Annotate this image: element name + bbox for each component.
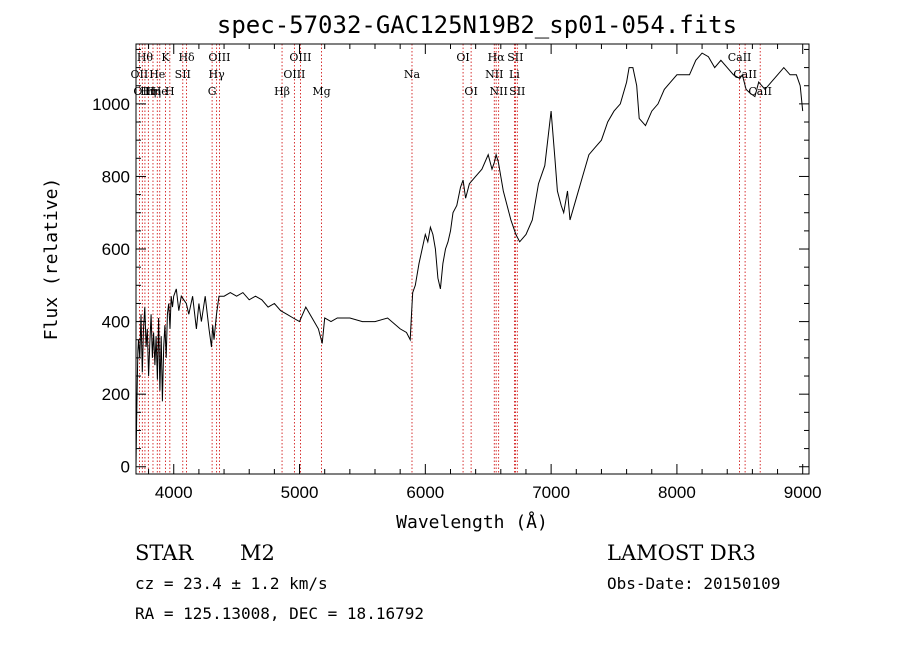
spectral-line-label: SII — [509, 85, 525, 98]
y-axis-label: Flux (relative) — [41, 178, 62, 341]
x-axis-label: Wavelength (Å) — [396, 511, 548, 533]
spectral-line-label: Hη — [140, 85, 156, 98]
spectral-line-label: Hθ — [137, 51, 154, 64]
x-tick-label: 6000 — [406, 483, 444, 502]
x-tick-label: 8000 — [658, 483, 696, 502]
spectral-line-label: OII — [133, 85, 151, 98]
spectral-line-label: Hγ — [209, 68, 226, 81]
spectral-line-label: OIII — [289, 51, 311, 64]
y-tick-label: 800 — [102, 167, 130, 186]
chart-title: spec-57032-GAC125N19B2_sp01-054.fits — [217, 11, 737, 39]
spectral-line-label: Hβ — [274, 85, 290, 98]
spectral-line-label: G — [208, 85, 217, 98]
spectral-line-label: Li — [509, 68, 520, 81]
spectral-line-label: CaII — [733, 68, 757, 81]
spectral-line-label: SII — [507, 51, 523, 64]
spectral-line-label: Hη — [145, 85, 161, 98]
spectral-line-label: Na — [404, 68, 421, 81]
spectral-line-label: SII — [175, 68, 191, 81]
redshift-cz: cz = 23.4 ± 1.2 km/s — [135, 574, 328, 593]
spectral-line-label: CaII — [748, 85, 772, 98]
spectral-line-label: OIII — [208, 51, 230, 64]
spectral-line-labels: OIIOIIHθHηHηHeHeKHSIIHδGHγOIIIHβOIIIOIII… — [131, 51, 772, 98]
y-tick-label: 1000 — [92, 95, 130, 114]
spectral-line-markers — [138, 44, 761, 474]
spectrum-series-line — [135, 52, 804, 467]
spectral-line-label: Hδ — [178, 51, 195, 64]
survey-name: LAMOST DR3 — [607, 541, 756, 565]
spectral-line-label: He — [149, 68, 165, 81]
spectral-line-label: H — [165, 85, 175, 98]
x-tick-label: 9000 — [784, 483, 822, 502]
x-tick-label: 5000 — [281, 483, 319, 502]
spectral-line-label: OIII — [283, 68, 305, 81]
y-tick-label: 0 — [121, 458, 130, 477]
y-axis-ticks: 0 200 400 600 800 1000 — [92, 48, 809, 477]
spectral-line-label: NII — [485, 68, 503, 81]
x-tick-label: 7000 — [532, 483, 570, 502]
object-subclass: M2 — [240, 541, 275, 565]
spectral-line-label: Hα — [488, 51, 506, 64]
spectral-line-label: NII — [490, 85, 508, 98]
spectral-line-label: OII — [131, 68, 149, 81]
ra-dec-coordinates: RA = 125.13008, DEC = 18.16792 — [135, 604, 424, 623]
x-axis-ticks: 4000 5000 6000 7000 8000 9000 — [148, 44, 822, 502]
y-tick-label: 200 — [102, 385, 130, 404]
spectral-line-label: K — [161, 51, 170, 64]
object-class: STAR — [135, 541, 194, 565]
spectral-line-label: Mg — [312, 85, 330, 98]
x-tick-label: 4000 — [155, 483, 193, 502]
y-tick-label: 400 — [102, 313, 130, 332]
spectral-line-label: OI — [456, 51, 469, 64]
spectral-line-label: He — [152, 85, 168, 98]
plot-frame — [135, 43, 810, 475]
observation-date: Obs-Date: 20150109 — [607, 574, 780, 593]
spectral-line-label: CaII — [728, 51, 752, 64]
spectral-line-label: OI — [464, 85, 477, 98]
y-tick-label: 600 — [102, 240, 130, 259]
